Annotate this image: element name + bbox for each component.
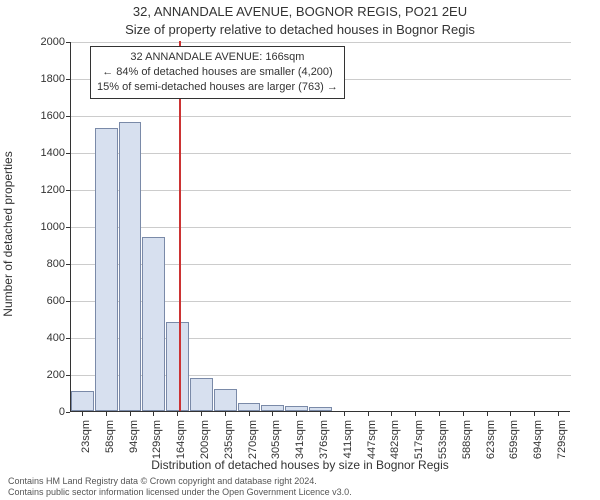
gridline xyxy=(71,227,571,228)
x-tick-mark xyxy=(130,412,131,416)
y-axis-label: Number of detached properties xyxy=(1,69,15,234)
annotation-line-2: ← 84% of detached houses are smaller (4,… xyxy=(97,65,338,80)
x-tick-mark xyxy=(106,412,107,416)
bar xyxy=(166,322,189,411)
x-tick-mark xyxy=(510,412,511,416)
chart-title-main: 32, ANNANDALE AVENUE, BOGNOR REGIS, PO21… xyxy=(0,4,600,19)
y-tick-label: 1600 xyxy=(25,110,65,122)
x-tick-mark xyxy=(534,412,535,416)
y-tick-label: 1000 xyxy=(25,221,65,233)
chart-container: 32, ANNANDALE AVENUE, BOGNOR REGIS, PO21… xyxy=(0,0,600,500)
x-tick-label: 129sqm xyxy=(151,420,163,470)
x-tick-label: 588sqm xyxy=(461,420,473,470)
chart-title-sub: Size of property relative to detached ho… xyxy=(0,22,600,37)
y-tick-label: 600 xyxy=(25,295,65,307)
x-tick-mark xyxy=(344,412,345,416)
x-tick-label: 729sqm xyxy=(556,420,568,470)
x-tick-mark xyxy=(415,412,416,416)
x-tick-mark xyxy=(391,412,392,416)
bar xyxy=(214,389,237,411)
bar xyxy=(142,237,165,411)
y-tick-label: 1200 xyxy=(25,184,65,196)
y-tick-mark xyxy=(66,42,70,43)
bar xyxy=(261,405,284,411)
y-tick-mark xyxy=(66,375,70,376)
x-tick-label: 235sqm xyxy=(223,420,235,470)
x-tick-label: 58sqm xyxy=(104,420,116,470)
x-tick-mark xyxy=(153,412,154,416)
y-tick-label: 1800 xyxy=(25,73,65,85)
bar xyxy=(309,407,332,411)
x-tick-mark xyxy=(82,412,83,416)
x-tick-label: 659sqm xyxy=(508,420,520,470)
x-tick-label: 270sqm xyxy=(247,420,259,470)
x-tick-label: 482sqm xyxy=(389,420,401,470)
annotation-line-3: 15% of semi-detached houses are larger (… xyxy=(97,80,338,95)
y-tick-label: 800 xyxy=(25,258,65,270)
y-tick-label: 200 xyxy=(25,369,65,381)
gridline xyxy=(71,190,571,191)
x-tick-label: 305sqm xyxy=(270,420,282,470)
y-tick-label: 400 xyxy=(25,332,65,344)
x-tick-label: 94sqm xyxy=(128,420,140,470)
y-tick-label: 1400 xyxy=(25,147,65,159)
x-tick-label: 623sqm xyxy=(485,420,497,470)
bar xyxy=(238,403,261,411)
x-tick-mark xyxy=(368,412,369,416)
x-tick-mark xyxy=(272,412,273,416)
footer-line-1: Contains HM Land Registry data © Crown c… xyxy=(8,476,352,487)
y-tick-mark xyxy=(66,264,70,265)
x-tick-label: 376sqm xyxy=(318,420,330,470)
y-tick-mark xyxy=(66,227,70,228)
x-tick-label: 200sqm xyxy=(199,420,211,470)
gridline xyxy=(71,153,571,154)
footer-attribution: Contains HM Land Registry data © Crown c… xyxy=(8,476,352,498)
y-tick-mark xyxy=(66,412,70,413)
bar xyxy=(95,128,118,411)
gridline xyxy=(71,116,571,117)
x-tick-mark xyxy=(249,412,250,416)
y-tick-mark xyxy=(66,338,70,339)
bar xyxy=(119,122,142,411)
footer-line-2: Contains public sector information licen… xyxy=(8,487,352,498)
annotation-box: 32 ANNANDALE AVENUE: 166sqm ← 84% of det… xyxy=(90,46,345,99)
gridline xyxy=(71,42,571,43)
x-tick-mark xyxy=(463,412,464,416)
x-tick-mark xyxy=(320,412,321,416)
x-tick-label: 23sqm xyxy=(80,420,92,470)
y-tick-label: 0 xyxy=(25,406,65,418)
bar xyxy=(71,391,94,411)
x-tick-mark xyxy=(177,412,178,416)
x-tick-mark xyxy=(225,412,226,416)
x-tick-label: 447sqm xyxy=(366,420,378,470)
x-tick-label: 694sqm xyxy=(532,420,544,470)
y-tick-mark xyxy=(66,116,70,117)
x-tick-label: 553sqm xyxy=(437,420,449,470)
x-tick-label: 341sqm xyxy=(294,420,306,470)
bar xyxy=(285,406,308,411)
bar xyxy=(190,378,213,411)
x-tick-label: 411sqm xyxy=(342,420,354,470)
x-tick-mark xyxy=(296,412,297,416)
annotation-line-1: 32 ANNANDALE AVENUE: 166sqm xyxy=(97,50,338,65)
y-tick-mark xyxy=(66,79,70,80)
x-tick-mark xyxy=(558,412,559,416)
x-tick-label: 164sqm xyxy=(175,420,187,470)
x-tick-mark xyxy=(201,412,202,416)
y-tick-mark xyxy=(66,190,70,191)
y-tick-mark xyxy=(66,153,70,154)
y-tick-label: 2000 xyxy=(25,36,65,48)
x-tick-label: 517sqm xyxy=(413,420,425,470)
y-tick-mark xyxy=(66,301,70,302)
x-tick-mark xyxy=(439,412,440,416)
x-tick-mark xyxy=(487,412,488,416)
